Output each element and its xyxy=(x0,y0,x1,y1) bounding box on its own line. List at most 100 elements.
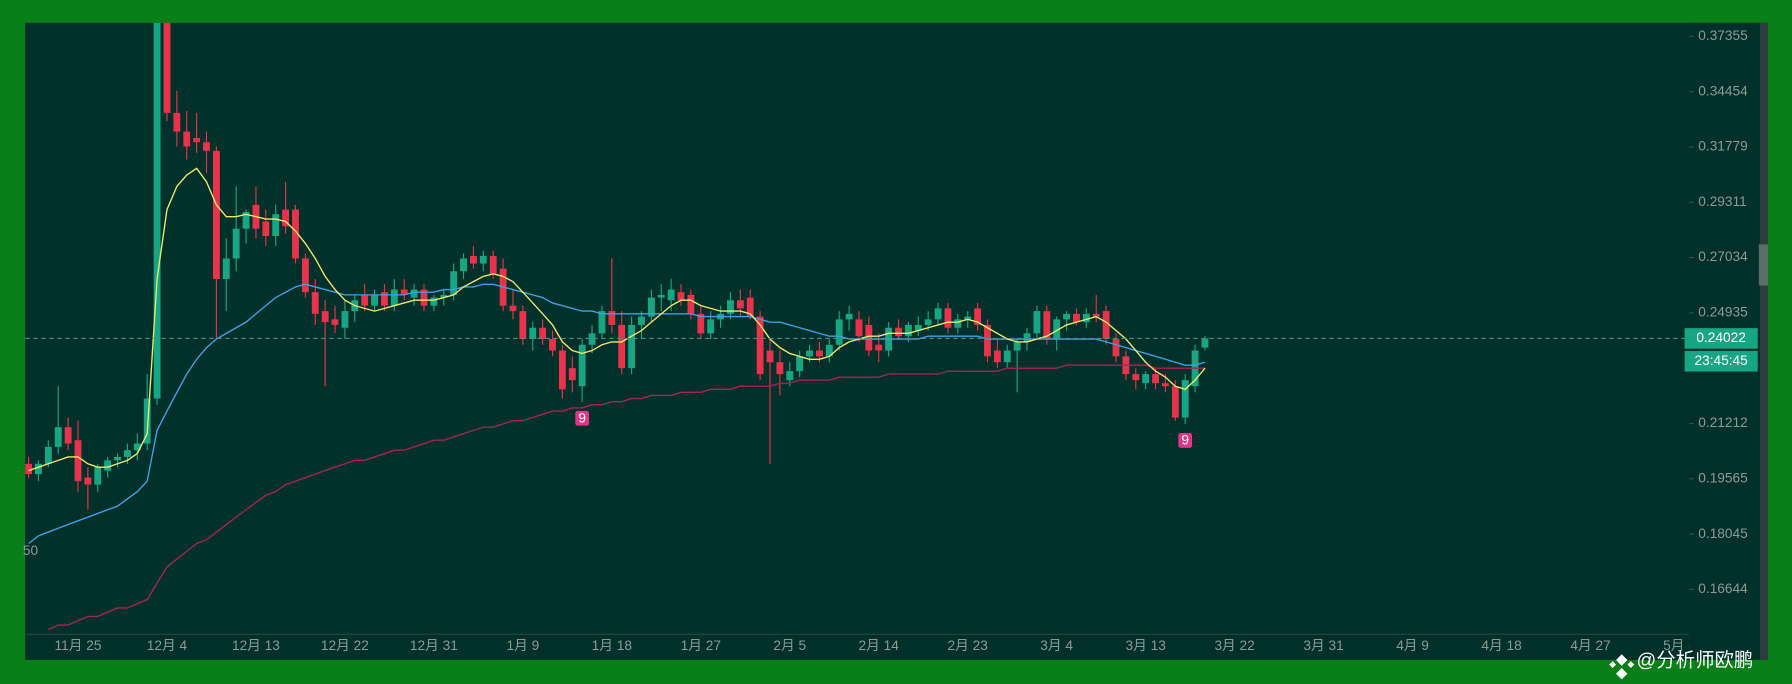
candle-body xyxy=(964,316,972,320)
candle-body xyxy=(1102,311,1110,340)
candle-body xyxy=(331,319,339,325)
candle-body xyxy=(321,311,329,323)
candle-body xyxy=(1053,319,1061,340)
candle-body xyxy=(875,344,883,351)
x-tick-label: 4月 9 xyxy=(1396,638,1429,653)
x-tick-label: 4月 27 xyxy=(1570,638,1610,653)
y-tick-label: 0.16644 xyxy=(1698,581,1748,596)
candle-body xyxy=(460,258,467,272)
countdown-tag xyxy=(1684,350,1758,372)
candle-body xyxy=(479,255,487,264)
candle-body xyxy=(1201,338,1209,348)
candle-body xyxy=(1063,313,1070,320)
candle-body xyxy=(1181,380,1189,418)
candle-body xyxy=(311,292,319,314)
last-price-tag xyxy=(1684,328,1758,349)
candle-body xyxy=(727,300,734,314)
candle-body xyxy=(74,440,82,482)
y-tick-label: 0.29311 xyxy=(1698,194,1746,209)
candle-body xyxy=(588,333,596,345)
x-tick-label: 12月 4 xyxy=(147,638,188,653)
candle-body xyxy=(203,142,210,151)
candle-body xyxy=(628,324,636,369)
candle-body xyxy=(825,344,833,357)
candle-body xyxy=(766,350,774,363)
candle-body xyxy=(756,316,764,375)
candle-body xyxy=(163,22,171,113)
candle-body xyxy=(865,324,873,351)
x-tick-label: 3月 13 xyxy=(1125,638,1166,653)
candle-body xyxy=(153,22,161,399)
candle-body xyxy=(361,294,369,306)
y-tick-label: 0.19565 xyxy=(1698,470,1748,485)
x-tick-label: 2月 5 xyxy=(773,638,806,653)
candle-body xyxy=(104,460,112,471)
candle-body xyxy=(529,327,537,340)
signal-label: 9 xyxy=(578,410,586,425)
ma-line xyxy=(48,364,1205,631)
candle-body xyxy=(934,308,942,320)
candle-body xyxy=(1092,313,1100,317)
candle-body xyxy=(44,446,52,464)
candle-body xyxy=(390,289,398,306)
candle-body xyxy=(608,311,616,325)
candle-body xyxy=(183,131,191,147)
candle-body xyxy=(64,427,72,444)
candle-body xyxy=(568,368,576,381)
candle-body xyxy=(262,221,270,237)
candle-body xyxy=(786,371,794,381)
y-axis: 0.37355 0.34454 0.31779 0.29311 0.27034 0.249… xyxy=(1689,28,1748,596)
candle-body xyxy=(430,297,438,306)
candle-body xyxy=(114,456,121,461)
signal-marker xyxy=(1178,433,1193,448)
candle-body xyxy=(558,350,566,390)
last-price-label: 0.24022 xyxy=(1696,330,1746,345)
candle-body xyxy=(292,209,299,259)
scrollbar-handle[interactable] xyxy=(1758,244,1768,286)
candle-body xyxy=(1013,341,1021,351)
plot-area: 99 xyxy=(25,22,1209,631)
x-tick-label: 3月 31 xyxy=(1303,638,1343,653)
watermark-logo xyxy=(1609,654,1635,680)
candle-body xyxy=(1152,374,1159,384)
candle-body xyxy=(509,305,517,312)
x-tick-label: 4月 18 xyxy=(1481,638,1522,653)
x-tick-label: 1月 27 xyxy=(681,638,721,653)
x-tick-label: 3月 22 xyxy=(1214,638,1254,653)
countdown-label: 23:45:45 xyxy=(1694,353,1748,368)
candle-body xyxy=(450,271,458,295)
candle-body xyxy=(835,319,843,345)
candle-body xyxy=(677,292,685,301)
signal-label: 9 xyxy=(1181,433,1189,448)
chart-background xyxy=(25,22,1769,661)
candle-body xyxy=(1043,311,1051,340)
candle-body xyxy=(94,467,102,485)
candle-body xyxy=(974,308,982,325)
candle-body xyxy=(855,319,863,337)
signal-marker xyxy=(575,410,590,426)
candle-body xyxy=(124,450,131,457)
x-tick-label: 3月 4 xyxy=(1040,638,1073,653)
candle-body xyxy=(736,300,744,309)
candle-body xyxy=(25,463,32,475)
candle-body xyxy=(489,255,497,274)
candle-body xyxy=(1023,333,1031,342)
candle-body xyxy=(845,313,853,320)
candle-body xyxy=(618,324,626,369)
scrollbar[interactable] xyxy=(1760,22,1768,661)
candle-body xyxy=(549,339,556,351)
candle-body xyxy=(1132,374,1140,381)
candle-body xyxy=(638,316,645,325)
y-tick-label: 0.27034 xyxy=(1698,249,1748,264)
y-tick-label: 0.37355 xyxy=(1698,28,1748,43)
candle-body xyxy=(954,319,962,328)
candle-body xyxy=(924,319,932,325)
edge-label: 50 xyxy=(23,543,39,558)
candle-body xyxy=(272,214,280,237)
candle-body xyxy=(539,327,547,340)
y-tick-label: 0.18045 xyxy=(1698,526,1748,541)
y-tick-label: 0.21212 xyxy=(1698,415,1748,430)
candle-body xyxy=(1142,374,1150,384)
candle-body xyxy=(1112,339,1120,357)
